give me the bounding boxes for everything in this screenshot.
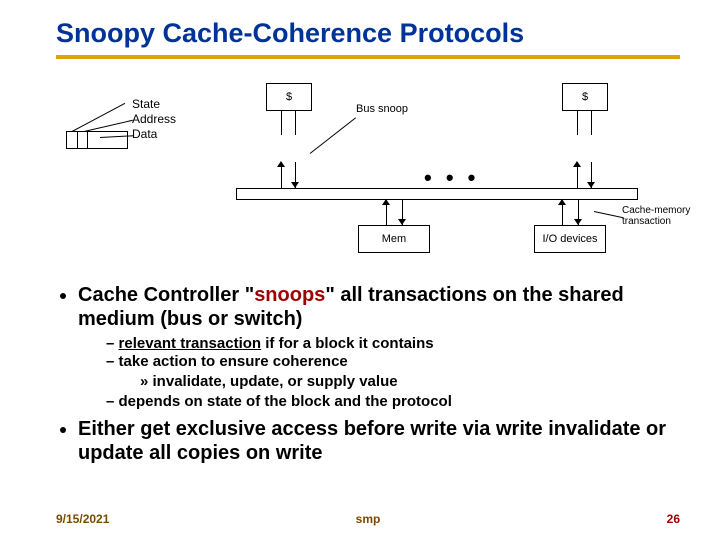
label-address: Address [132, 112, 176, 127]
architecture-diagram: P₁ Pₙ $ $ Bus snoop • • • [206, 83, 676, 273]
cache-tag-labels: State Address Data [132, 97, 176, 142]
title-rule [56, 55, 680, 59]
memory-box: Mem [358, 225, 430, 253]
arrow-icon [382, 199, 390, 205]
diagram-area: State Address Data P₁ Pₙ $ $ [56, 73, 680, 273]
sub-2a: invalidate, update, or supply value [140, 373, 680, 391]
cache-left: $ [266, 83, 312, 111]
bullet-2: Either get exclusive access before write… [78, 417, 680, 465]
label-data: Data [132, 127, 176, 142]
content-area: Cache Controller "snoops" all transactio… [56, 283, 680, 465]
snoop-pointer [310, 117, 356, 153]
sub-1: relevant transaction if for a block it c… [106, 335, 680, 353]
sub-2: take action to ensure coherence invalida… [106, 353, 680, 391]
cache-mem-txn-label: Cache-memorytransaction [622, 205, 712, 227]
io-box: I/O devices [534, 225, 606, 253]
arrow-icon [277, 161, 285, 167]
footer: 9/15/2021 smp 26 [56, 512, 680, 526]
connector [295, 110, 296, 135]
arrow-icon [558, 199, 566, 205]
cache-tag-box [66, 131, 128, 149]
bus-snoop-label: Bus snoop [356, 103, 408, 115]
footer-page: 26 [667, 512, 680, 526]
connector [577, 110, 578, 135]
connector [591, 110, 592, 135]
label-state: State [132, 97, 176, 112]
footer-center: smp [356, 512, 381, 526]
sub-3: depends on state of the block and the pr… [106, 393, 680, 411]
slide-title: Snoopy Cache-Coherence Protocols [56, 18, 680, 49]
snoops-word: snoops [254, 284, 325, 306]
bullet-1: Cache Controller "snoops" all transactio… [78, 283, 680, 411]
side-pointer [594, 211, 624, 218]
footer-date: 9/15/2021 [56, 512, 109, 526]
arrow-icon [573, 161, 581, 167]
cache-right: $ [562, 83, 608, 111]
connector [281, 110, 282, 135]
